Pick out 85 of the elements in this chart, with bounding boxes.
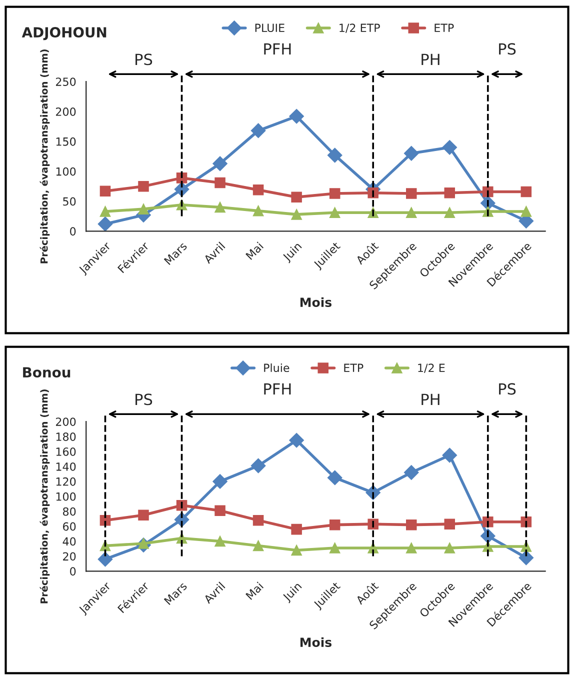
point [406, 188, 417, 199]
y-tick-label: 150 [56, 137, 76, 146]
point [404, 146, 419, 161]
y-tick-label: 20 [63, 552, 76, 561]
y-tick-label: 60 [63, 522, 76, 531]
text: PFH [264, 43, 291, 54]
y-tick-label: 180 [56, 432, 76, 441]
y-tick-label: 120 [56, 477, 76, 486]
point [250, 458, 266, 474]
point [252, 514, 264, 526]
point [100, 186, 111, 196]
text: PS [136, 394, 152, 406]
point [327, 470, 342, 486]
y-tick-label: 200 [56, 418, 76, 426]
point [138, 204, 149, 214]
text: PS [499, 383, 516, 395]
point [214, 505, 226, 516]
point [250, 123, 266, 138]
point [329, 207, 340, 218]
point [100, 206, 111, 217]
text: PS [136, 54, 152, 66]
legend-label: ETP [344, 364, 364, 372]
point [214, 177, 226, 188]
point [329, 188, 340, 199]
point [518, 550, 534, 566]
point [252, 184, 264, 196]
text: PS [499, 43, 516, 55]
point [520, 206, 532, 217]
chart-title: Bonou [23, 367, 70, 378]
y-tick-label: 80 [62, 507, 76, 516]
point [98, 552, 113, 567]
point [138, 180, 149, 192]
point [214, 202, 226, 213]
legend-label: 1/2 E [418, 364, 445, 373]
y-tick-label: 140 [56, 462, 76, 471]
point [291, 524, 302, 535]
x-tick-label: Mai [245, 242, 264, 260]
text: PFH [264, 383, 291, 394]
y-tick-label: 100 [56, 492, 76, 501]
x-axis-title: Mois [300, 637, 332, 648]
y-axis-title: Précipitation, évapotranspiration (mm) [40, 390, 50, 604]
y-tick-label: 0 [70, 567, 76, 576]
x-axis-title: Mois [300, 297, 332, 308]
point [520, 186, 532, 198]
text: PH [422, 394, 440, 405]
point [406, 542, 417, 554]
point [214, 536, 226, 547]
point [406, 207, 417, 218]
point [444, 188, 456, 198]
point [212, 156, 228, 171]
point [406, 519, 417, 530]
legend-label: Pluie [264, 363, 290, 372]
point [289, 108, 304, 124]
point [98, 216, 113, 232]
legend-label: PLUIE [255, 24, 284, 32]
point [444, 207, 456, 218]
y-tick-label: 50 [63, 197, 76, 206]
point [252, 540, 264, 552]
point [212, 474, 228, 489]
y-tick-label: 100 [56, 167, 76, 176]
point [327, 148, 342, 163]
point [291, 209, 302, 220]
y-tick-label: 200 [56, 107, 76, 116]
legend-label: ETP [434, 24, 454, 32]
text: PH [422, 54, 440, 65]
y-tick-label: 0 [70, 227, 76, 236]
y-tick-label: 250 [56, 78, 76, 86]
point [252, 205, 264, 216]
point [289, 432, 304, 448]
point [442, 448, 458, 463]
point [291, 544, 302, 556]
point [329, 519, 340, 530]
y-axis-title: Précipitation, évapotranspiration (mm) [40, 50, 50, 264]
legend-label: 1/2 ETP [340, 24, 380, 33]
point [329, 542, 340, 554]
point [442, 140, 458, 155]
y-tick-label: 40 [62, 537, 76, 546]
point [444, 518, 456, 530]
point [291, 192, 302, 202]
point [138, 510, 149, 520]
y-tick-label: 160 [56, 447, 76, 456]
point [404, 465, 419, 480]
x-tick-label: Mai [245, 582, 264, 600]
chart-title: ADJOHOUN [22, 27, 106, 40]
point [444, 542, 456, 554]
